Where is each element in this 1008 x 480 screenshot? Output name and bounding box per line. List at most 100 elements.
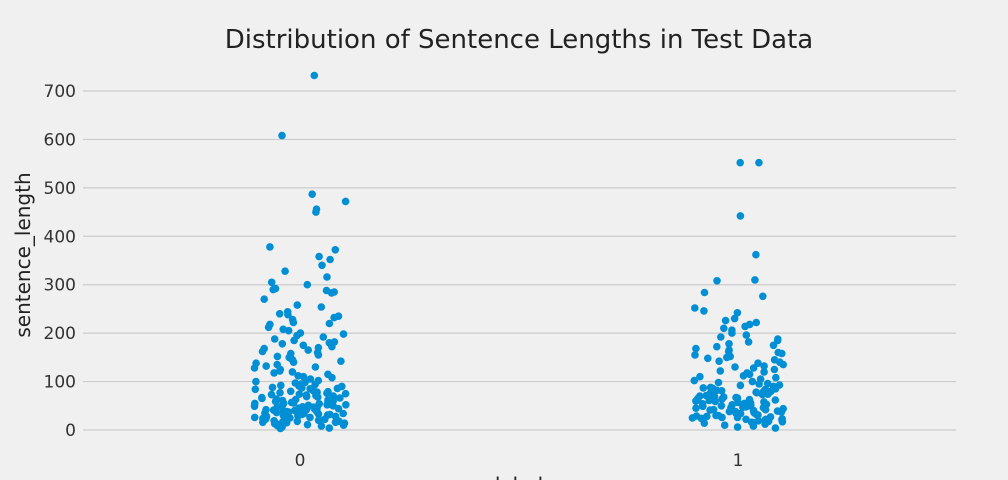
data-points xyxy=(250,71,787,433)
data-point xyxy=(699,384,708,392)
data-point xyxy=(276,388,284,397)
gridlines xyxy=(83,90,956,431)
data-point xyxy=(720,324,728,333)
data-point xyxy=(755,380,763,388)
data-point xyxy=(312,208,320,216)
data-point xyxy=(760,362,768,370)
data-point xyxy=(258,347,267,356)
data-point xyxy=(692,404,700,413)
data-point xyxy=(760,368,768,376)
data-point xyxy=(323,389,331,398)
chart-title: Distribution of Sentence Lengths in Test… xyxy=(225,25,813,55)
data-point xyxy=(250,364,259,372)
data-point xyxy=(704,354,712,363)
data-point xyxy=(339,421,348,430)
data-point xyxy=(331,418,340,427)
data-point xyxy=(269,285,278,294)
data-point xyxy=(303,420,312,429)
data-point xyxy=(733,413,742,422)
data-point xyxy=(288,368,297,376)
data-point xyxy=(749,422,758,430)
data-point xyxy=(736,212,745,220)
data-point xyxy=(310,71,319,80)
data-point xyxy=(251,385,260,394)
data-point xyxy=(284,310,292,319)
data-point xyxy=(267,390,276,399)
y-tick-label: 200 xyxy=(44,324,76,344)
y-tick-label: 400 xyxy=(44,227,76,247)
data-point xyxy=(770,365,779,374)
data-point xyxy=(339,330,348,338)
data-point xyxy=(293,417,302,426)
data-point xyxy=(778,349,786,358)
data-point xyxy=(739,372,748,380)
x-axis-label: label xyxy=(495,473,543,480)
data-point xyxy=(317,303,326,311)
data-point xyxy=(715,357,723,366)
data-point xyxy=(752,318,761,327)
data-point xyxy=(306,375,315,383)
data-point xyxy=(268,383,277,392)
data-point xyxy=(323,273,331,281)
data-point xyxy=(259,418,267,427)
data-point xyxy=(700,419,709,428)
data-point xyxy=(284,326,293,335)
data-point xyxy=(778,418,787,426)
data-point xyxy=(692,397,700,405)
data-point xyxy=(706,406,714,414)
data-point xyxy=(761,405,770,414)
data-point xyxy=(723,353,731,362)
data-point xyxy=(266,243,274,251)
y-tick-label: 600 xyxy=(44,130,76,150)
data-point xyxy=(755,158,763,167)
data-point xyxy=(331,246,340,254)
data-point xyxy=(337,357,345,366)
data-point xyxy=(276,367,284,375)
data-point xyxy=(717,333,725,341)
data-point xyxy=(736,158,744,167)
data-point xyxy=(289,318,298,327)
data-point xyxy=(758,390,767,399)
data-point xyxy=(298,384,306,392)
data-point xyxy=(739,403,747,412)
data-point xyxy=(721,316,730,325)
data-point xyxy=(281,267,289,276)
data-point xyxy=(318,261,326,270)
data-point xyxy=(325,319,334,328)
data-point xyxy=(336,394,344,402)
data-point xyxy=(736,381,745,390)
data-point xyxy=(308,190,317,198)
data-point xyxy=(339,409,348,418)
y-tick-label: 700 xyxy=(44,82,76,102)
y-tick-label: 500 xyxy=(44,179,76,199)
data-point xyxy=(289,358,298,367)
data-point xyxy=(342,401,350,409)
data-point xyxy=(328,342,336,351)
x-tick-label: 1 xyxy=(733,451,744,471)
data-point xyxy=(306,413,314,422)
data-point xyxy=(713,277,721,285)
x-tick-label: 0 xyxy=(295,451,306,471)
data-point xyxy=(772,373,780,382)
data-point xyxy=(278,131,286,140)
y-tick-label: 0 xyxy=(65,421,76,441)
data-point xyxy=(341,389,350,398)
data-point xyxy=(720,421,729,430)
data-point xyxy=(745,370,754,379)
data-point xyxy=(714,378,723,387)
data-point xyxy=(325,424,334,432)
data-point xyxy=(333,384,342,393)
data-point xyxy=(733,309,742,317)
data-point xyxy=(326,255,334,264)
data-point xyxy=(761,420,769,429)
data-point xyxy=(752,250,760,259)
data-point xyxy=(299,372,308,381)
data-point xyxy=(730,314,739,323)
data-point xyxy=(278,340,287,348)
data-point xyxy=(314,410,323,418)
data-point xyxy=(731,363,739,371)
data-point xyxy=(725,407,734,416)
data-point xyxy=(751,276,759,284)
